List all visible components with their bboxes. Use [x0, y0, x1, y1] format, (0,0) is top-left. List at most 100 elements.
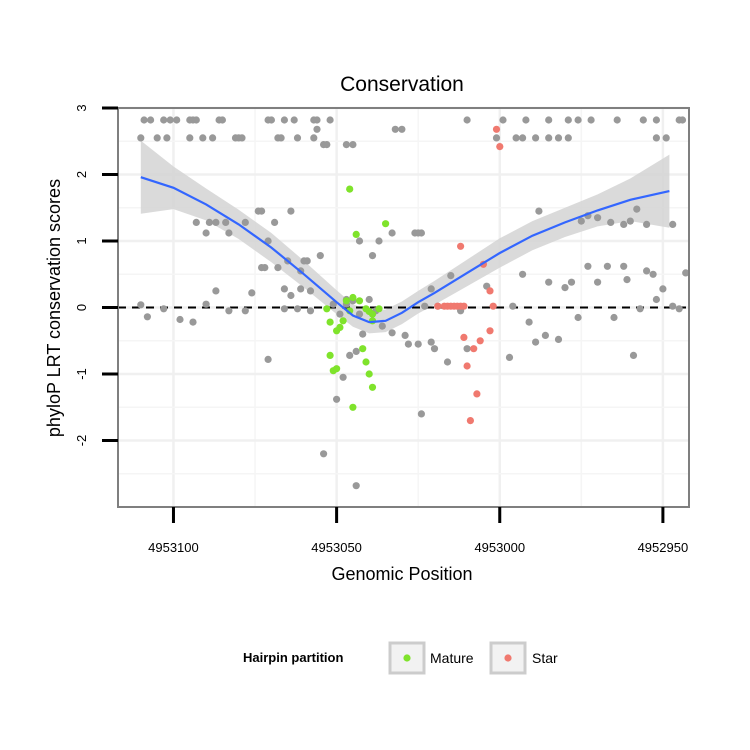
- point-other: [561, 284, 569, 292]
- point-other: [519, 134, 527, 142]
- point-other: [280, 305, 288, 313]
- point-other: [610, 313, 618, 322]
- point-other: [587, 116, 595, 124]
- point-other: [512, 134, 520, 142]
- point-mature: [359, 345, 367, 353]
- x-axis-title: Genomic Position: [331, 564, 472, 584]
- point-other: [202, 300, 210, 308]
- point-other: [287, 207, 295, 215]
- point-other: [173, 116, 181, 124]
- point-mature: [349, 293, 357, 302]
- legend-key-mature-dot: [403, 654, 411, 662]
- point-star: [476, 337, 484, 345]
- point-other: [352, 347, 360, 355]
- x-tick-label: 4952950: [638, 540, 689, 555]
- point-mature: [362, 358, 370, 366]
- point-other: [532, 338, 540, 346]
- point-other: [463, 116, 471, 124]
- point-other: [248, 289, 256, 297]
- point-other: [414, 229, 422, 237]
- y-tick-label: 3: [74, 104, 89, 111]
- point-other: [564, 134, 572, 142]
- point-other: [577, 217, 585, 225]
- point-other: [222, 218, 230, 226]
- point-other: [355, 237, 364, 245]
- point-other: [352, 482, 360, 490]
- point-other: [147, 116, 155, 124]
- point-other: [176, 315, 184, 324]
- point-other: [532, 134, 540, 142]
- point-other: [355, 310, 364, 318]
- point-other: [225, 307, 233, 315]
- point-other: [241, 218, 249, 226]
- confidence-ribbon: [140, 140, 670, 334]
- point-other: [519, 270, 527, 278]
- point-other: [545, 278, 553, 286]
- point-other: [287, 291, 295, 300]
- point-other: [205, 218, 213, 226]
- point-other: [349, 141, 357, 149]
- point-other: [306, 287, 315, 295]
- point-other: [359, 330, 367, 338]
- point-other: [225, 229, 233, 237]
- point-mature: [349, 403, 357, 411]
- point-other: [554, 134, 563, 142]
- y-tick-label: 2: [74, 171, 89, 178]
- point-other: [594, 278, 602, 286]
- legend-key-star-dot: [504, 654, 512, 662]
- data-points: [137, 116, 690, 490]
- point-other: [280, 116, 288, 124]
- point-mature: [352, 230, 360, 238]
- point-other: [212, 287, 220, 295]
- y-tick-label: 0: [74, 304, 89, 311]
- point-other: [378, 322, 386, 330]
- point-mature: [333, 365, 341, 373]
- point-other: [264, 355, 272, 363]
- point-other: [153, 134, 161, 142]
- point-other: [293, 134, 302, 142]
- point-mature: [355, 297, 364, 305]
- legend-label-star: Star: [532, 650, 558, 666]
- point-other: [163, 134, 171, 142]
- point-other: [277, 134, 285, 142]
- point-other: [346, 351, 354, 359]
- point-other: [192, 116, 200, 124]
- point-other: [567, 278, 576, 286]
- point-other: [271, 218, 279, 226]
- point-other: [267, 116, 275, 124]
- point-star: [460, 302, 468, 310]
- point-star: [473, 390, 481, 398]
- x-tick-label: 4953000: [474, 540, 525, 555]
- point-other: [574, 313, 582, 322]
- point-other: [401, 331, 409, 339]
- axes: 4953100 4953050 4953000 4952950 3 2 1 0 -1 -2: [74, 104, 688, 555]
- point-other: [202, 229, 210, 237]
- point-other: [574, 116, 582, 124]
- point-mature: [342, 297, 350, 305]
- point-other: [584, 262, 592, 270]
- point-other: [342, 141, 350, 149]
- point-other: [626, 217, 634, 225]
- y-tick-label: -2: [74, 435, 89, 447]
- point-other: [662, 134, 670, 142]
- y-tick-label: 1: [74, 237, 89, 244]
- point-other: [675, 305, 683, 313]
- y-tick-label: -1: [74, 368, 89, 380]
- point-mature: [326, 351, 334, 359]
- point-other: [499, 116, 507, 124]
- point-other: [333, 395, 341, 403]
- point-other: [160, 305, 168, 313]
- point-other: [636, 305, 644, 313]
- point-other: [189, 318, 197, 326]
- point-other: [607, 218, 615, 226]
- point-other: [329, 300, 337, 308]
- point-other: [541, 331, 550, 339]
- legend-key-mature-box: [388, 641, 426, 675]
- point-other: [320, 450, 328, 458]
- point-other: [414, 340, 422, 348]
- point-other: [140, 116, 148, 124]
- legend: Hairpin partition Mature Star: [243, 641, 558, 675]
- point-star: [486, 287, 494, 295]
- point-mature: [323, 305, 331, 313]
- point-other: [326, 116, 334, 124]
